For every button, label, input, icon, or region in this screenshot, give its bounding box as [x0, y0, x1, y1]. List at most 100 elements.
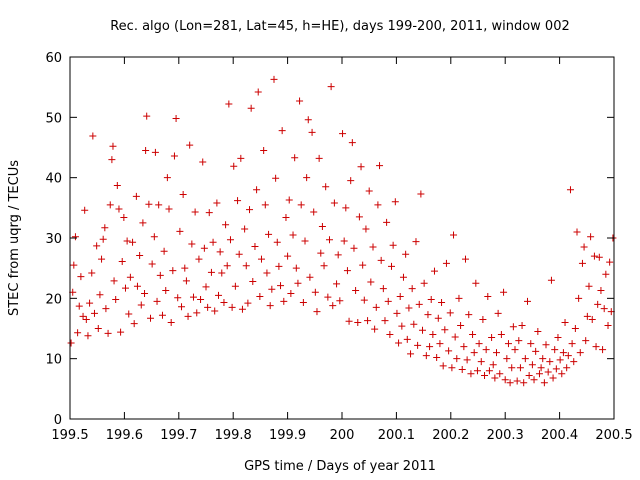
data-point — [172, 115, 180, 123]
data-point — [470, 349, 478, 357]
data-point — [207, 268, 215, 276]
data-point — [200, 244, 208, 252]
data-point — [189, 293, 197, 301]
data-point — [289, 231, 297, 239]
data-point — [345, 317, 353, 325]
data-point — [228, 303, 236, 311]
data-point — [311, 288, 319, 296]
data-point — [453, 355, 461, 363]
data-point — [460, 343, 468, 351]
data-point — [251, 242, 259, 250]
data-point — [256, 293, 264, 301]
data-point — [67, 339, 75, 347]
data-point — [458, 366, 466, 374]
x-tick-label: 199.5 — [51, 428, 88, 443]
data-point — [133, 282, 141, 290]
data-point — [357, 163, 365, 171]
data-point — [147, 314, 155, 322]
data-point — [315, 154, 323, 162]
data-point — [79, 312, 87, 320]
data-point — [500, 288, 508, 296]
data-point — [594, 300, 602, 308]
data-point — [96, 291, 104, 299]
data-point — [592, 343, 600, 351]
data-point — [82, 315, 90, 323]
data-point — [430, 267, 438, 275]
data-point — [117, 328, 125, 336]
data-point — [294, 279, 302, 287]
x-tick-label: 200.3 — [487, 428, 524, 443]
data-point — [568, 340, 576, 348]
data-point — [530, 376, 538, 384]
data-point — [247, 104, 255, 112]
data-point — [576, 349, 584, 357]
data-point — [488, 334, 496, 342]
data-point — [386, 331, 394, 339]
data-point — [485, 367, 493, 375]
data-point — [509, 323, 517, 331]
data-point — [559, 349, 567, 357]
x-tick-label: 199.6 — [106, 428, 143, 443]
data-point — [70, 261, 78, 269]
data-point — [415, 300, 423, 308]
data-point — [275, 262, 283, 270]
data-point — [268, 285, 276, 293]
y-axis-label: STEC from uqrg / TECUs — [7, 160, 22, 316]
data-point — [235, 250, 243, 258]
data-point — [225, 100, 233, 108]
data-point — [496, 370, 504, 378]
data-point — [395, 339, 403, 347]
data-point — [391, 198, 399, 206]
data-point — [90, 309, 98, 317]
data-point — [381, 317, 389, 325]
data-point — [472, 279, 480, 287]
data-point — [497, 331, 505, 339]
data-point — [362, 225, 370, 233]
data-point — [501, 376, 509, 384]
data-point — [287, 290, 295, 298]
data-point — [71, 233, 79, 241]
data-point — [204, 303, 212, 311]
data-point — [193, 309, 201, 317]
data-point — [587, 233, 595, 241]
data-point — [137, 301, 145, 309]
data-point — [226, 236, 234, 244]
data-point — [570, 358, 578, 366]
data-point — [422, 352, 430, 360]
data-point — [450, 231, 458, 239]
data-point — [597, 286, 605, 294]
data-point — [442, 259, 450, 267]
data-point — [310, 208, 318, 216]
data-point — [410, 320, 418, 328]
data-point — [130, 320, 138, 328]
data-point — [427, 296, 435, 304]
data-point — [176, 227, 184, 235]
data-point — [506, 379, 514, 387]
data-point — [222, 221, 230, 229]
data-point — [383, 218, 391, 226]
x-tick-label: 200 — [330, 428, 355, 443]
data-point — [291, 154, 299, 162]
data-point — [379, 285, 387, 293]
data-point — [165, 205, 173, 213]
y-tick-label: 60 — [45, 51, 62, 66]
data-point — [191, 208, 199, 216]
data-point — [590, 252, 598, 260]
data-point — [446, 309, 454, 317]
data-point — [220, 299, 228, 307]
data-point — [329, 302, 337, 310]
data-point — [376, 162, 384, 170]
data-point — [254, 88, 262, 96]
data-point — [455, 294, 463, 302]
data-point — [606, 258, 614, 266]
data-point — [246, 206, 254, 214]
data-point — [407, 350, 415, 358]
data-point — [162, 286, 170, 294]
data-point — [93, 242, 101, 250]
data-point — [355, 213, 363, 221]
data-point — [257, 255, 265, 263]
data-point — [306, 273, 314, 281]
data-point — [367, 278, 375, 286]
data-point — [537, 364, 545, 372]
